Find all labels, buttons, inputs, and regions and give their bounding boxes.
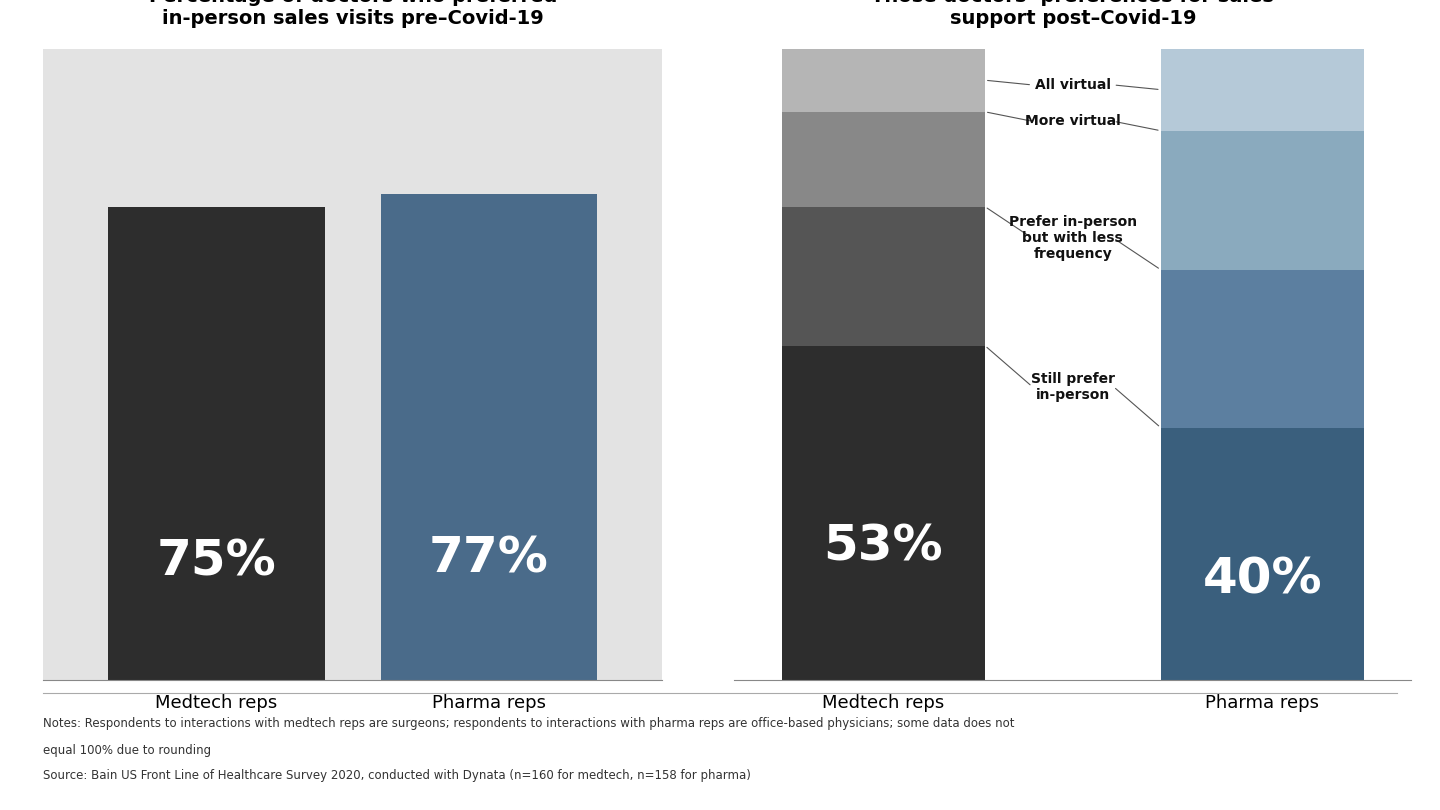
Text: All virtual: All virtual — [1035, 78, 1110, 92]
Text: Notes: Respondents to interactions with medtech reps are surgeons; respondents t: Notes: Respondents to interactions with … — [43, 717, 1015, 730]
Text: 53%: 53% — [824, 522, 943, 570]
Text: Prefer in-person
but with less
frequency: Prefer in-person but with less frequency — [1009, 215, 1136, 262]
Bar — [1161, 130, 1364, 270]
Title: Those doctors’ preferences for sales
support post–Covid-19: Those doctors’ preferences for sales sup… — [871, 0, 1274, 28]
Text: Still prefer
in-person: Still prefer in-person — [1031, 372, 1115, 402]
Bar — [1161, 49, 1364, 130]
Bar — [782, 346, 985, 680]
Bar — [108, 207, 325, 680]
Bar — [1161, 270, 1364, 428]
Text: 77%: 77% — [429, 535, 549, 582]
Text: 40%: 40% — [1202, 556, 1322, 603]
Bar — [1161, 428, 1364, 680]
Bar — [782, 207, 985, 346]
Text: More virtual: More virtual — [1025, 114, 1120, 128]
Text: 75%: 75% — [157, 538, 276, 586]
Text: equal 100% due to rounding: equal 100% due to rounding — [43, 744, 212, 757]
Bar — [782, 112, 985, 207]
Bar — [380, 194, 598, 680]
Text: Source: Bain US Front Line of Healthcare Survey 2020, conducted with Dynata (n=1: Source: Bain US Front Line of Healthcare… — [43, 770, 752, 782]
Bar — [782, 49, 985, 112]
Title: Percentage of doctors who preferred
in-person sales visits pre–Covid-19: Percentage of doctors who preferred in-p… — [148, 0, 557, 28]
